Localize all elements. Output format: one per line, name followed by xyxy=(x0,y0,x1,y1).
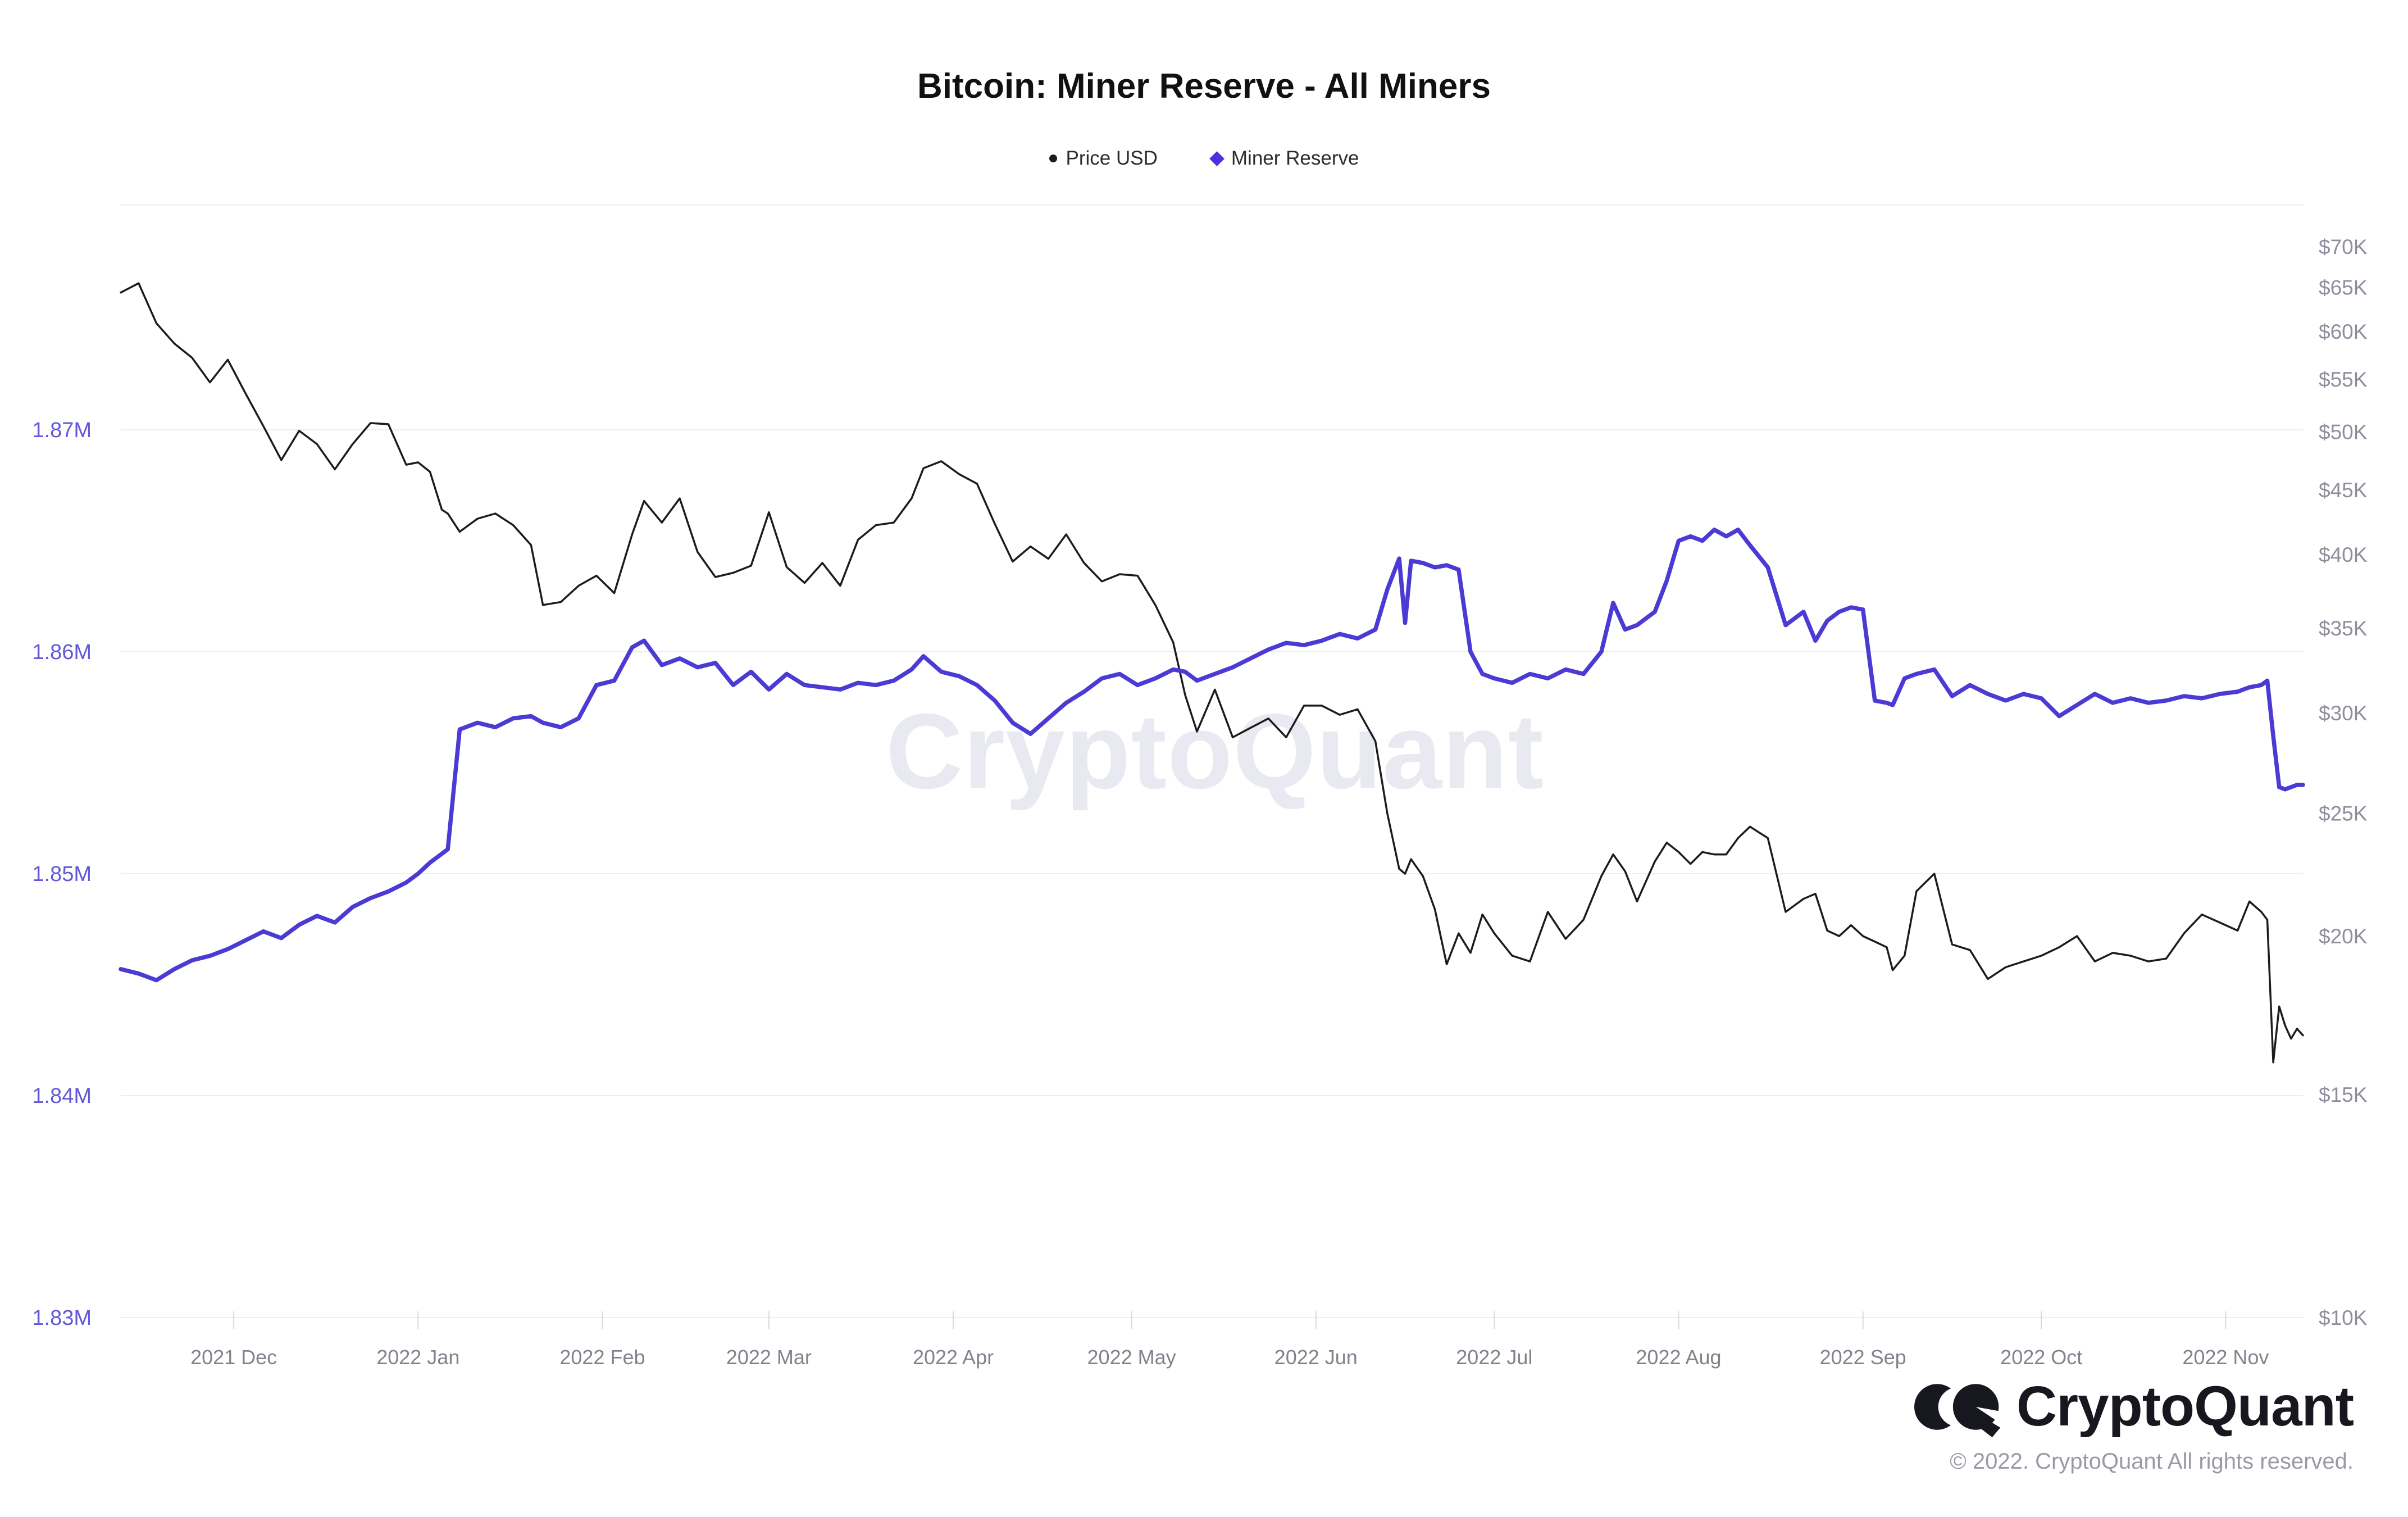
right-axis-label: $70K xyxy=(2319,235,2368,258)
right-axis-label: $55K xyxy=(2319,368,2368,391)
right-axis-label: $15K xyxy=(2319,1083,2368,1106)
x-axis-label: 2022 Oct xyxy=(2000,1346,2082,1369)
cryptoquant-logo-icon xyxy=(1914,1383,2001,1437)
miner-reserve-diamond-icon xyxy=(1209,151,1225,166)
x-axis-label: 2022 Jul xyxy=(1456,1346,1532,1369)
price-usd-line xyxy=(120,282,2304,1064)
x-axis-label: 2021 Dec xyxy=(190,1346,277,1369)
x-axis-label: 2022 Jun xyxy=(1274,1346,1358,1369)
right-axis-label: $20K xyxy=(2319,925,2368,948)
left-axis-label: 1.85M xyxy=(32,862,92,886)
right-axis-label: $35K xyxy=(2319,617,2368,640)
x-axis-label: 2022 Apr xyxy=(913,1346,994,1369)
left-axis-label: 1.83M xyxy=(32,1306,92,1330)
right-axis-label: $65K xyxy=(2319,276,2368,299)
brand-logo-text: CryptoQuant xyxy=(2016,1375,2354,1438)
legend-label-miner-reserve: Miner Reserve xyxy=(1231,147,1359,169)
miner-reserve-line xyxy=(119,528,2305,983)
brand-row: CryptoQuant xyxy=(1914,1374,2354,1439)
legend-item-price-usd[interactable]: Price USD xyxy=(1049,147,1158,170)
left-axis-label: 1.87M xyxy=(32,419,92,442)
right-axis-label: $60K xyxy=(2319,320,2368,343)
page-title: Bitcoin: Miner Reserve - All Miners xyxy=(917,67,1491,106)
x-axis-label: 2022 Feb xyxy=(559,1346,645,1369)
left-axis-label: 1.84M xyxy=(32,1084,92,1108)
left-axis-label: 1.86M xyxy=(32,641,92,664)
chart-legend: Price USD Miner Reserve xyxy=(0,147,2408,170)
x-axis-label: 2022 Nov xyxy=(2182,1346,2269,1369)
right-axis-label: $40K xyxy=(2319,543,2368,566)
x-axis-label: 2022 Sep xyxy=(1820,1346,1906,1369)
x-axis-label: 2022 Jan xyxy=(376,1346,459,1369)
legend-item-miner-reserve[interactable]: Miner Reserve xyxy=(1209,147,1359,170)
right-axis-label: $50K xyxy=(2319,421,2368,444)
right-axis-label: $30K xyxy=(2319,702,2368,725)
brand-block: CryptoQuant © 2022. CryptoQuant All righ… xyxy=(1914,1374,2354,1474)
price-usd-dot-icon xyxy=(1049,155,1057,162)
right-axis-label: $10K xyxy=(2319,1306,2368,1329)
x-axis-label: 2022 Mar xyxy=(726,1346,812,1369)
right-axis-label: $25K xyxy=(2319,802,2368,825)
cryptoquant-watermark: CryptoQuant xyxy=(885,692,1545,811)
x-axis-label: 2022 Aug xyxy=(1636,1346,1721,1369)
legend-label-price-usd: Price USD xyxy=(1066,147,1158,169)
copyright-text: © 2022. CryptoQuant All rights reserved. xyxy=(1950,1449,2354,1474)
x-axis-label: 2022 May xyxy=(1087,1346,1176,1369)
right-axis-label: $45K xyxy=(2319,479,2368,502)
